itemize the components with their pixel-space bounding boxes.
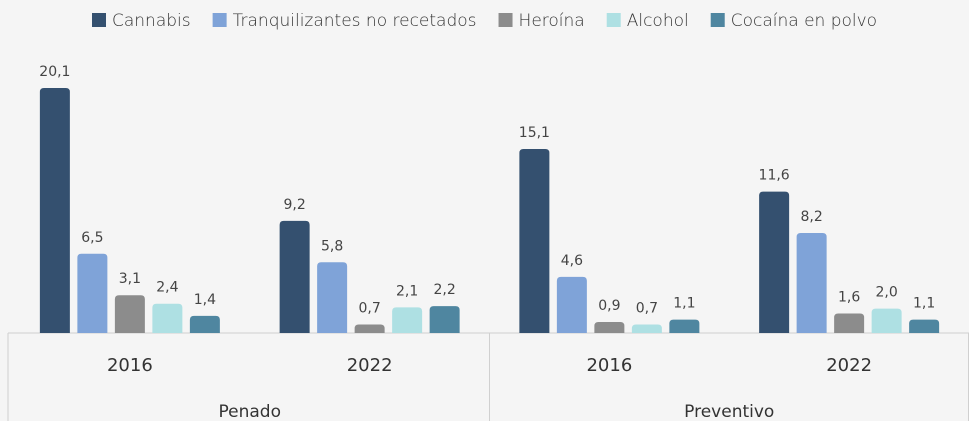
value-label: 1,6 — [838, 289, 860, 305]
legend-swatch — [606, 13, 621, 27]
bar — [189, 315, 220, 333]
legend-label: Alcohol — [627, 11, 689, 31]
bar — [77, 253, 108, 333]
value-label: 9,2 — [283, 197, 305, 213]
bar — [114, 295, 145, 333]
bar — [556, 276, 587, 333]
legend-swatch — [92, 13, 106, 27]
legend-label: Heroína — [519, 11, 585, 31]
bar — [519, 148, 550, 333]
value-label: 8,2 — [800, 209, 822, 225]
value-label: 2,0 — [875, 285, 897, 301]
value-label: 4,6 — [561, 253, 583, 269]
bar — [279, 220, 310, 333]
category-label: 2022 — [347, 355, 393, 376]
value-label: 0,7 — [358, 300, 380, 316]
legend-swatch — [212, 13, 227, 27]
value-label: 1,1 — [673, 296, 695, 312]
bar — [759, 191, 790, 333]
bar — [354, 324, 385, 333]
value-label: 1,1 — [913, 296, 935, 312]
value-label: 11,6 — [759, 168, 790, 184]
value-label: 0,9 — [598, 298, 620, 314]
bar — [429, 306, 460, 333]
bar — [796, 233, 827, 333]
legend-swatch — [498, 13, 513, 27]
value-label: 3,1 — [119, 271, 141, 287]
value-label: 0,7 — [636, 300, 658, 316]
bar — [834, 313, 865, 333]
value-label: 6,5 — [81, 230, 103, 246]
value-label: 5,8 — [321, 238, 343, 254]
group-label: Penado — [219, 402, 282, 421]
bar — [317, 262, 348, 333]
legend-label: Cocaína en polvo — [731, 11, 877, 31]
bar — [39, 88, 70, 333]
value-label: 15,1 — [519, 125, 550, 141]
category-label: 2016 — [107, 355, 153, 376]
bar — [631, 324, 662, 333]
bar — [594, 322, 625, 333]
value-label: 1,4 — [194, 292, 216, 308]
value-label: 20,1 — [39, 64, 70, 80]
group-label: Preventivo — [684, 402, 774, 421]
bar — [909, 319, 940, 333]
legend-label: Cannabis — [112, 11, 191, 31]
bar — [669, 319, 700, 333]
bar — [871, 308, 902, 333]
legend-label: Tranquilizantes no recetados — [233, 11, 477, 31]
value-label: 2,4 — [156, 280, 178, 296]
legend-swatch — [710, 13, 725, 27]
category-label: 2016 — [586, 355, 632, 376]
bar — [392, 307, 423, 333]
bar — [152, 303, 183, 333]
value-label: 2,2 — [433, 282, 455, 298]
category-label: 2022 — [826, 355, 872, 376]
value-label: 2,1 — [396, 283, 418, 299]
